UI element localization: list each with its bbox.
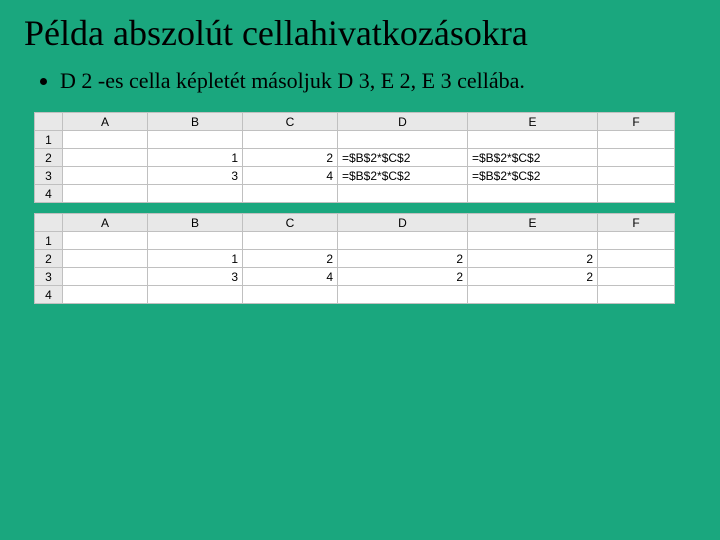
table-row: 3 3 4 2 2 bbox=[35, 268, 675, 286]
row-header: 2 bbox=[35, 149, 63, 167]
cell[interactable]: 4 bbox=[243, 167, 338, 185]
row-header: 3 bbox=[35, 268, 63, 286]
cell[interactable] bbox=[468, 131, 598, 149]
cell[interactable] bbox=[63, 286, 148, 304]
cell[interactable] bbox=[63, 131, 148, 149]
row-header: 1 bbox=[35, 232, 63, 250]
cell[interactable]: =$B$2*$C$2 bbox=[468, 167, 598, 185]
cell[interactable]: =$B$2*$C$2 bbox=[338, 167, 468, 185]
col-header: E bbox=[468, 113, 598, 131]
cell[interactable] bbox=[338, 232, 468, 250]
col-header: C bbox=[243, 214, 338, 232]
cell[interactable] bbox=[598, 131, 675, 149]
cell[interactable] bbox=[598, 268, 675, 286]
col-header: B bbox=[148, 113, 243, 131]
cell[interactable]: 4 bbox=[243, 268, 338, 286]
row-header: 2 bbox=[35, 250, 63, 268]
cell[interactable] bbox=[598, 232, 675, 250]
cell[interactable] bbox=[598, 250, 675, 268]
table-row: 2 1 2 2 2 bbox=[35, 250, 675, 268]
table-row: 3 3 4 =$B$2*$C$2 =$B$2*$C$2 bbox=[35, 167, 675, 185]
col-header: D bbox=[338, 113, 468, 131]
table-row: 4 bbox=[35, 286, 675, 304]
cell[interactable] bbox=[468, 286, 598, 304]
table-row: 1 bbox=[35, 232, 675, 250]
cell[interactable] bbox=[148, 286, 243, 304]
cell[interactable] bbox=[148, 131, 243, 149]
col-header: E bbox=[468, 214, 598, 232]
cell[interactable] bbox=[63, 167, 148, 185]
cell[interactable]: 3 bbox=[148, 167, 243, 185]
cell[interactable]: 3 bbox=[148, 268, 243, 286]
cell[interactable]: =$B$2*$C$2 bbox=[338, 149, 468, 167]
col-header: F bbox=[598, 113, 675, 131]
cell[interactable] bbox=[63, 149, 148, 167]
cell[interactable] bbox=[598, 149, 675, 167]
cell[interactable]: 2 bbox=[338, 250, 468, 268]
col-header: D bbox=[338, 214, 468, 232]
cell[interactable]: =$B$2*$C$2 bbox=[468, 149, 598, 167]
cell[interactable]: 2 bbox=[468, 268, 598, 286]
spreadsheet-formulas: A B C D E F 1 2 1 2 =$B$2*$C$2 =$B$2*$C$… bbox=[34, 112, 686, 203]
cell[interactable] bbox=[338, 286, 468, 304]
col-header: A bbox=[63, 113, 148, 131]
cell[interactable] bbox=[598, 167, 675, 185]
cell[interactable] bbox=[243, 185, 338, 203]
table-row: 2 1 2 =$B$2*$C$2 =$B$2*$C$2 bbox=[35, 149, 675, 167]
table-row: 4 bbox=[35, 185, 675, 203]
cell[interactable] bbox=[63, 232, 148, 250]
col-header: B bbox=[148, 214, 243, 232]
corner-cell bbox=[35, 113, 63, 131]
cell[interactable]: 2 bbox=[243, 149, 338, 167]
cell[interactable] bbox=[468, 232, 598, 250]
cell[interactable] bbox=[338, 131, 468, 149]
row-header: 1 bbox=[35, 131, 63, 149]
cell[interactable] bbox=[148, 232, 243, 250]
cell[interactable] bbox=[598, 286, 675, 304]
bullet-list: D 2 -es cella képletét másoljuk D 3, E 2… bbox=[60, 68, 696, 94]
cell[interactable]: 1 bbox=[148, 250, 243, 268]
sheet-table-1: A B C D E F 1 2 1 2 =$B$2*$C$2 =$B$2*$C$… bbox=[34, 112, 675, 203]
slide-title: Példa abszolút cellahivatkozásokra bbox=[24, 12, 696, 54]
cell[interactable] bbox=[243, 286, 338, 304]
corner-cell bbox=[35, 214, 63, 232]
cell[interactable]: 2 bbox=[468, 250, 598, 268]
cell[interactable] bbox=[148, 185, 243, 203]
cell[interactable]: 2 bbox=[338, 268, 468, 286]
col-header-row: A B C D E F bbox=[35, 113, 675, 131]
cell[interactable] bbox=[598, 185, 675, 203]
cell[interactable] bbox=[338, 185, 468, 203]
sheet-table-2: A B C D E F 1 2 1 2 2 2 3 3 4 2 2 bbox=[34, 213, 675, 304]
cell[interactable] bbox=[468, 185, 598, 203]
row-header: 4 bbox=[35, 286, 63, 304]
bullet-item: D 2 -es cella képletét másoljuk D 3, E 2… bbox=[60, 68, 696, 94]
row-header: 4 bbox=[35, 185, 63, 203]
cell[interactable] bbox=[63, 268, 148, 286]
cell[interactable] bbox=[63, 185, 148, 203]
spreadsheet-values: A B C D E F 1 2 1 2 2 2 3 3 4 2 2 bbox=[34, 213, 686, 304]
cell[interactable] bbox=[243, 232, 338, 250]
col-header: F bbox=[598, 214, 675, 232]
col-header-row: A B C D E F bbox=[35, 214, 675, 232]
cell[interactable] bbox=[243, 131, 338, 149]
cell[interactable]: 1 bbox=[148, 149, 243, 167]
cell[interactable]: 2 bbox=[243, 250, 338, 268]
cell[interactable] bbox=[63, 250, 148, 268]
col-header: C bbox=[243, 113, 338, 131]
table-row: 1 bbox=[35, 131, 675, 149]
row-header: 3 bbox=[35, 167, 63, 185]
col-header: A bbox=[63, 214, 148, 232]
